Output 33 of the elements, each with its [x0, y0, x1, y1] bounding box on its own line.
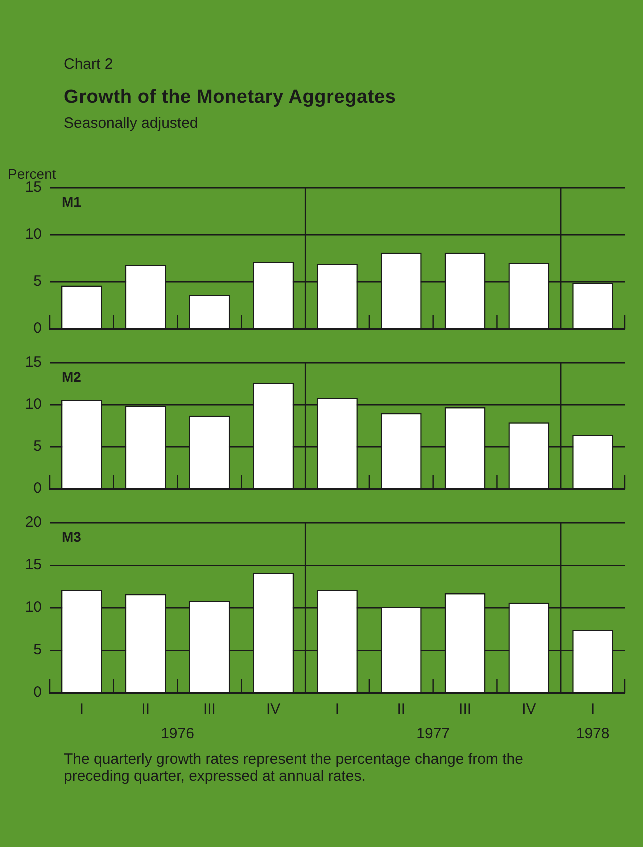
y-tick-label: 0: [34, 684, 42, 702]
x-tick-label: II: [397, 701, 406, 718]
x-tick-label: III: [203, 701, 216, 718]
y-tick-label: 5: [34, 273, 42, 290]
y-tick-label: 0: [34, 480, 42, 498]
y-tick-label: 10: [25, 599, 42, 616]
x-tick-label: III: [459, 701, 472, 718]
caption: Chart 2: [64, 56, 114, 73]
y-tick-label: 10: [25, 226, 42, 244]
text: M3: [62, 528, 82, 545]
x-tick-label: IV: [266, 701, 281, 718]
y-tick-label: 15: [25, 179, 42, 196]
y-tick-label: 5: [34, 438, 42, 456]
x-tick-label: II: [142, 701, 150, 718]
series-label: M2: [62, 368, 82, 385]
text: The quarterly growth rates represent the percentage change from the preceding quarter, expressed at annual rates.: [64, 751, 524, 785]
x-tick-label: I: [335, 701, 340, 718]
text: 1978: [576, 726, 610, 743]
x-tick-label: I: [80, 701, 84, 718]
y-tick-label: 15: [25, 354, 42, 372]
x-tick-label: I: [590, 701, 596, 718]
y-tick-label: 20: [25, 514, 42, 532]
y-axis-title: Percent: [8, 166, 56, 182]
text: M1: [62, 194, 82, 210]
y-tick-label: 15: [25, 556, 42, 574]
chart-title: Growth of the Monetary Aggregates: [64, 87, 398, 109]
y-tick-label: 5: [34, 642, 42, 659]
text: 1976: [161, 726, 194, 743]
y-tick-label: 0: [34, 320, 42, 338]
chart-subtitle: Seasonally adjusted: [64, 115, 200, 132]
text: 1977: [416, 726, 450, 743]
y-tick-label: 10: [25, 396, 42, 414]
x-tick-label: IV: [522, 701, 536, 718]
